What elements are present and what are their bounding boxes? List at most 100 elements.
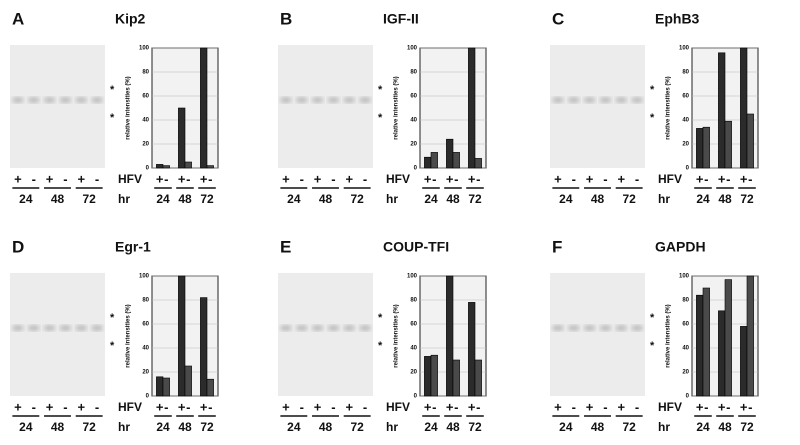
blot-band [27, 97, 40, 103]
y-tick-label: 60 [410, 94, 417, 100]
blot-marker: * [650, 112, 655, 124]
blot-marker: * [110, 312, 115, 324]
x-axis-label: hr [386, 192, 398, 206]
blot-band [59, 325, 72, 331]
y-axis-label: relative intensities (%) [126, 304, 132, 367]
x-tick-label: 72 [200, 192, 214, 206]
series-label: - [704, 399, 708, 414]
series-label: + [446, 399, 454, 414]
blot-marker: * [378, 84, 383, 96]
y-tick-label: 60 [142, 94, 149, 100]
panel-letter: E [280, 237, 291, 256]
y-tick-label: 40 [682, 346, 689, 352]
series-label: - [32, 399, 36, 414]
bar [746, 113, 754, 169]
bar [718, 52, 726, 169]
blot-band [311, 325, 324, 331]
blot-band [295, 97, 308, 103]
x-tick-label: 72 [200, 420, 214, 434]
blot-band [567, 97, 580, 103]
bar [178, 275, 186, 397]
series-label: - [454, 399, 458, 414]
series-label: + [46, 399, 54, 414]
x-tick-label: 24 [287, 192, 301, 206]
series-label: + [282, 399, 290, 414]
x-tick-label: 24 [559, 192, 573, 206]
series-label: + [617, 399, 625, 414]
series-label: + [178, 399, 186, 414]
series-label: - [208, 399, 212, 414]
y-tick-label: 60 [410, 322, 417, 328]
bar [200, 297, 208, 397]
series-label: - [95, 171, 99, 186]
blot-band [27, 325, 40, 331]
x-tick-label: 24 [696, 192, 710, 206]
series-label: - [63, 171, 67, 186]
y-tick-label: 0 [146, 394, 150, 400]
series-label: - [476, 171, 480, 186]
y-tick-label: 40 [410, 118, 417, 124]
x-tick-label: 24 [19, 420, 33, 434]
x-axis-label: hr [658, 192, 670, 206]
series-label: - [476, 399, 480, 414]
series-label: + [77, 171, 85, 186]
blot-band [343, 325, 356, 331]
panel-letter: A [12, 9, 24, 28]
y-tick-label: 60 [682, 94, 689, 100]
y-tick-label: 0 [686, 166, 690, 172]
series-label: + [314, 171, 322, 186]
bar [718, 310, 726, 397]
bar [702, 287, 710, 397]
blot [10, 273, 105, 396]
blot-marker: * [378, 112, 383, 124]
bar [468, 47, 476, 169]
series-label: + [554, 399, 562, 414]
bar [206, 378, 214, 397]
x-tick-label: 24 [156, 420, 170, 434]
series-label: + [696, 399, 704, 414]
bar [184, 161, 192, 169]
blot-band [583, 325, 596, 331]
series-label: - [186, 171, 190, 186]
panel-letter: D [12, 237, 24, 256]
bar [184, 365, 192, 397]
y-tick-label: 80 [142, 70, 149, 76]
blot-band [75, 325, 88, 331]
bar [430, 354, 438, 397]
blot-marker: * [110, 340, 115, 352]
blot-band [91, 97, 104, 103]
blot-band [327, 97, 340, 103]
x-tick-label: 24 [424, 420, 438, 434]
x-tick-label: 48 [51, 420, 65, 434]
x-tick-label: 48 [591, 420, 605, 434]
bar [474, 158, 482, 169]
series-label: + [156, 171, 164, 186]
series-label: + [718, 399, 726, 414]
blot-marker: * [650, 84, 655, 96]
blot-band [11, 325, 24, 331]
series-label: - [331, 171, 335, 186]
y-tick-label: 100 [407, 46, 418, 52]
blot-band [551, 97, 564, 103]
series-label: - [164, 399, 168, 414]
series-label: + [468, 399, 476, 414]
x-tick-label: 72 [350, 192, 364, 206]
panel-title: Egr-1 [115, 239, 151, 255]
x-tick-label: 72 [740, 420, 754, 434]
series-label: + [200, 171, 208, 186]
series-label: + [586, 171, 594, 186]
panel-title: Kip2 [115, 11, 146, 27]
blot-marker: * [378, 312, 383, 324]
series-label: + [14, 399, 22, 414]
series-label: - [300, 399, 304, 414]
x-tick-label: 24 [696, 420, 710, 434]
x-tick-label: 72 [82, 420, 96, 434]
x-tick-label: 48 [718, 420, 732, 434]
y-tick-label: 20 [410, 142, 417, 148]
series-label: + [156, 399, 164, 414]
series-label: - [363, 171, 367, 186]
y-tick-label: 20 [410, 370, 417, 376]
series-label: + [446, 171, 454, 186]
x-tick-label: 48 [178, 192, 192, 206]
series-label: + [424, 171, 432, 186]
